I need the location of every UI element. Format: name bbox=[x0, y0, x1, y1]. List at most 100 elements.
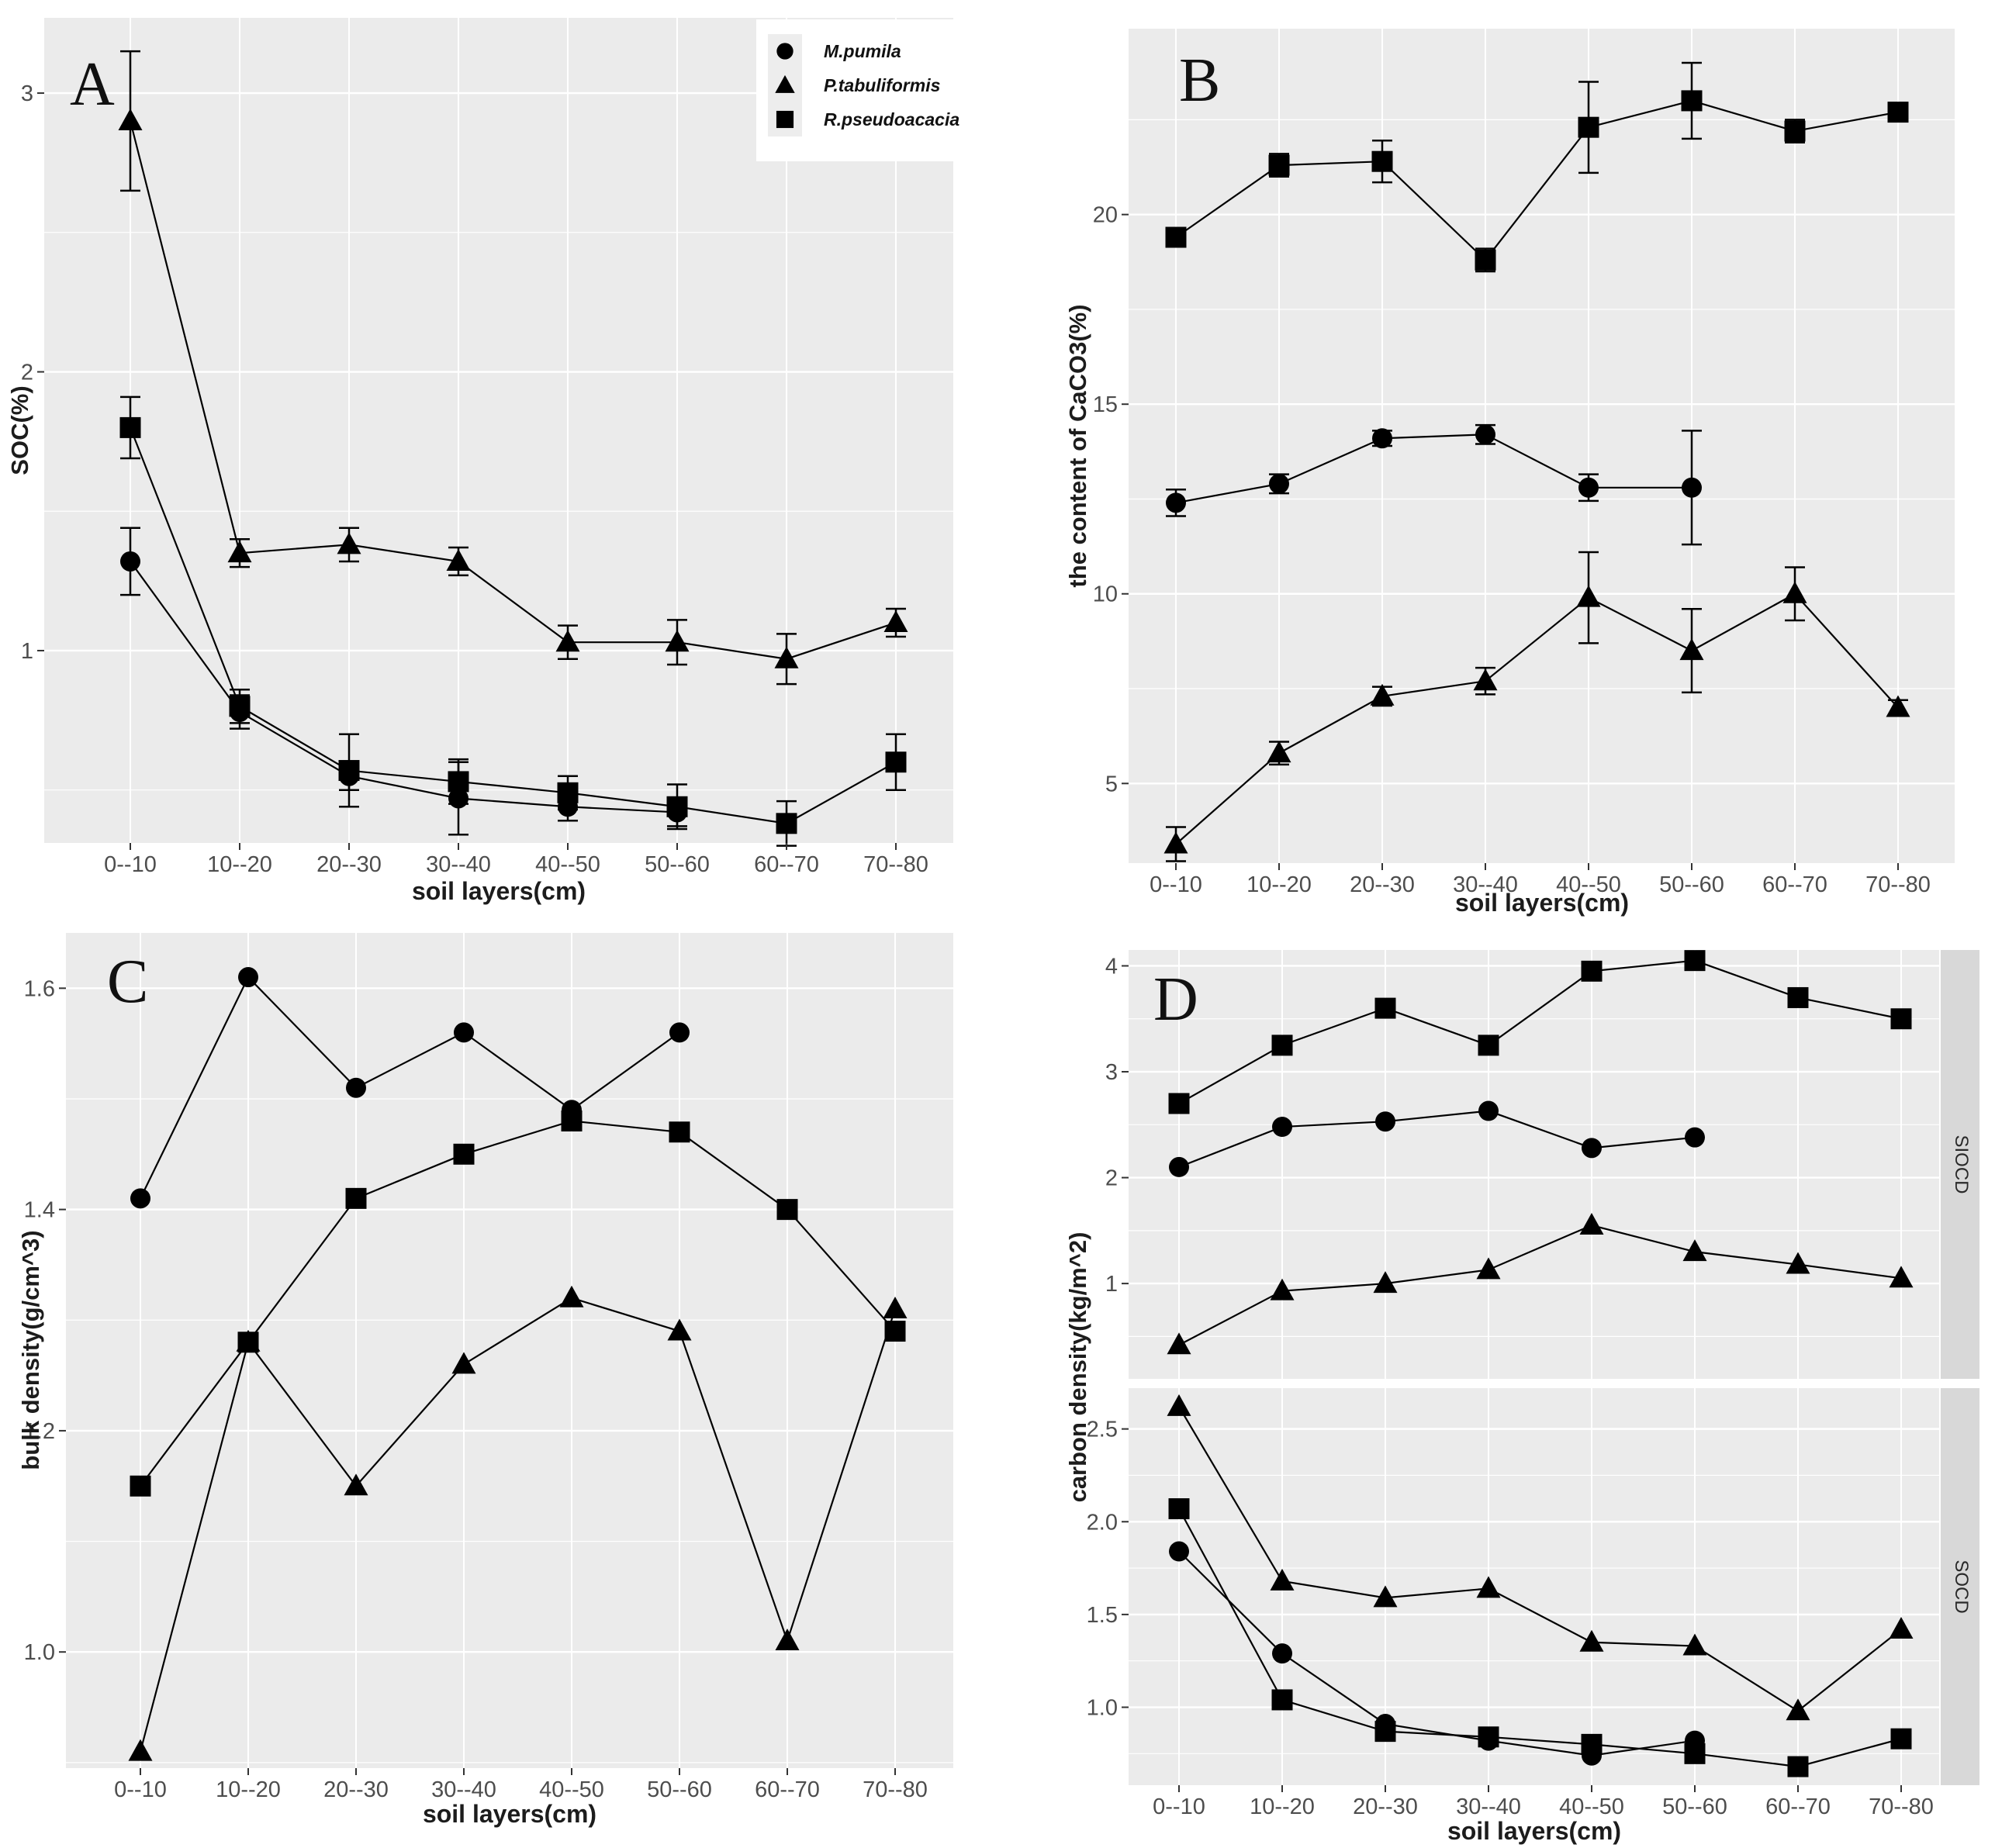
panel-a-x-tick-label: 60--70 bbox=[754, 852, 819, 877]
panel-d-y-tick-label: 2.0 bbox=[1087, 1510, 1118, 1535]
panel-a-x-tick-label: 0--10 bbox=[104, 852, 157, 877]
panel-a-series-p-tabuliformis-marker bbox=[446, 548, 471, 571]
panel-c-series-r-pseudoacacia-marker bbox=[561, 1111, 583, 1132]
legend-item-label: R.pseudoacacia bbox=[824, 109, 959, 130]
panel-c-series-p-tabuliformis-marker bbox=[344, 1473, 368, 1496]
panel-a-series-r-pseudoacacia-marker bbox=[666, 796, 688, 817]
legend-circle-marker-icon bbox=[776, 43, 794, 60]
legend-triangle-marker-icon bbox=[775, 74, 795, 93]
panel-d-x-tick-label: 10--20 bbox=[1250, 1794, 1315, 1819]
panel-c-series-m-pumila-marker bbox=[669, 1022, 690, 1043]
panel-b-series-r-pseudoacacia-marker bbox=[1887, 102, 1909, 123]
panel-c-series-p-tabuliformis-marker bbox=[883, 1297, 908, 1319]
panel-d-series-r-pseudoacacia-marker bbox=[1787, 986, 1809, 1008]
panel-b-series-r-pseudoacacia-marker bbox=[1475, 249, 1496, 271]
panel-b-series-p-tabuliformis-marker bbox=[1679, 638, 1704, 661]
panel-d-letter: D bbox=[1153, 965, 1198, 1034]
panel-c-series-p-tabuliformis-line bbox=[139, 1297, 897, 1752]
panel-d-series-p-tabuliformis-marker bbox=[1270, 1278, 1295, 1301]
panel-c-plot-area bbox=[66, 933, 953, 1768]
panel-c-x-tick-label: 20--30 bbox=[323, 1777, 389, 1802]
legend-square-marker-icon bbox=[776, 110, 794, 129]
panel-a-series-r-pseudoacacia-marker bbox=[229, 696, 251, 717]
panel-d-x-tick-label: 0--10 bbox=[1153, 1794, 1205, 1819]
panel-c-x-tick-label: 10--20 bbox=[216, 1777, 281, 1802]
panel-a-series-m-pumila-line bbox=[130, 561, 678, 813]
panel-d-x-tick-label: 70--80 bbox=[1869, 1794, 1934, 1819]
panel-d-facet-strip bbox=[1941, 950, 1979, 1379]
panel-d-series-p-tabuliformis-marker bbox=[1167, 1394, 1191, 1416]
panel-d-series-m-pumila-line bbox=[1178, 1550, 1696, 1756]
panel-d-facet-strip bbox=[1941, 1388, 1979, 1785]
panel-b-y-tick-label: 20 bbox=[1093, 203, 1118, 228]
panel-d-series-p-tabuliformis-marker bbox=[1373, 1585, 1398, 1608]
panel-b-series-p-tabuliformis-marker bbox=[1886, 695, 1910, 717]
panel-c-y-axis-title: bulk density(g/cm^3) bbox=[17, 1230, 44, 1470]
panel-d-series-m-pumila-marker bbox=[1685, 1127, 1705, 1148]
panel-d-x-tick-label: 60--70 bbox=[1765, 1794, 1831, 1819]
panel-d-plot-area bbox=[1129, 1388, 1939, 1785]
panel-a-x-axis-title: soil layers(cm) bbox=[412, 877, 586, 905]
panel-d-series-r-pseudoacacia-marker bbox=[1684, 950, 1706, 972]
panel-b-x-axis-title: soil layers(cm) bbox=[1455, 889, 1629, 917]
panel-d-plot-area bbox=[1129, 950, 1939, 1379]
panel-a-y-tick-label: 1 bbox=[21, 639, 33, 664]
panel-b-series-m-pumila-marker bbox=[1372, 428, 1392, 449]
panel-d-series-r-pseudoacacia-marker bbox=[1374, 997, 1396, 1019]
panel-d-y-tick-label: 3 bbox=[1105, 1060, 1118, 1085]
panel-d-series-r-pseudoacacia-marker bbox=[1478, 1035, 1499, 1056]
panel-a-series-r-pseudoacacia-marker bbox=[119, 416, 141, 438]
panel-b-series-m-pumila-line bbox=[1175, 434, 1692, 504]
panel-d-series-m-pumila-marker bbox=[1169, 1156, 1189, 1177]
panel-c-x-tick-label: 30--40 bbox=[431, 1777, 496, 1802]
panel-c-series-r-pseudoacacia-marker bbox=[776, 1199, 798, 1221]
panel-b-series-r-pseudoacacia-marker bbox=[1371, 150, 1393, 172]
panel-b-y-tick-label: 15 bbox=[1093, 392, 1118, 417]
panel-d-series-p-tabuliformis-marker bbox=[1270, 1568, 1295, 1591]
panel-d-y-axis-title: carbon density(kg/m^2) bbox=[1064, 1232, 1091, 1503]
panel-d-x-axis-title: soil layers(cm) bbox=[1447, 1817, 1621, 1845]
panel-b-x-tick-label: 40--50 bbox=[1556, 872, 1621, 897]
panel-d-series-p-tabuliformis-marker bbox=[1579, 1213, 1604, 1235]
panel-d-series-r-pseudoacacia-marker bbox=[1168, 1093, 1190, 1114]
panel-a-x-tick-label: 40--50 bbox=[535, 852, 600, 877]
panel-d-series-r-pseudoacacia-marker bbox=[1581, 1733, 1603, 1755]
panel-a-x-tick-label: 50--60 bbox=[645, 852, 710, 877]
panel-c-series-m-pumila-marker bbox=[346, 1077, 366, 1098]
panel-b-series-p-tabuliformis-marker bbox=[1473, 668, 1498, 691]
panel-c-x-tick-label: 70--80 bbox=[863, 1777, 928, 1802]
panel-d-series-p-tabuliformis-marker bbox=[1786, 1252, 1810, 1274]
panel-b-series-m-pumila-marker bbox=[1475, 424, 1495, 445]
panel-a-series-p-tabuliformis-line bbox=[129, 120, 897, 660]
panel-d-series-p-tabuliformis-marker bbox=[1786, 1698, 1810, 1721]
panel-b-y-tick-label: 5 bbox=[1105, 772, 1118, 796]
panel-b-series-p-tabuliformis-marker bbox=[1576, 585, 1601, 607]
panel-d-series-r-pseudoacacia-marker bbox=[1890, 1008, 1912, 1030]
panel-b-plot-area bbox=[1129, 29, 1955, 863]
panel-c-y-tick-label: 1.6 bbox=[24, 976, 55, 1001]
panel-b-series-r-pseudoacacia-line bbox=[1175, 99, 1899, 261]
panel-b-x-tick-label: 0--10 bbox=[1150, 872, 1202, 897]
panel-d-x-tick-label: 20--30 bbox=[1353, 1794, 1418, 1819]
panel-d-facet-strip-label: SOCD bbox=[1951, 1560, 1972, 1613]
panel-d-series-p-tabuliformis-marker bbox=[1889, 1617, 1914, 1639]
panel-b-series-r-pseudoacacia-marker bbox=[1784, 120, 1806, 142]
panel-d-series-r-pseudoacacia-marker bbox=[1684, 1743, 1706, 1764]
panel-d-series-p-tabuliformis-marker bbox=[1476, 1576, 1501, 1598]
panel-d-series-r-pseudoacacia-marker bbox=[1168, 1498, 1190, 1520]
panel-b-y-axis-title: the content of CaCO3(%) bbox=[1064, 304, 1091, 587]
panel-d-series-r-pseudoacacia-marker bbox=[1271, 1689, 1293, 1711]
panel-a-y-tick-label: 3 bbox=[21, 81, 33, 106]
panel-b-series-m-pumila-marker bbox=[1578, 477, 1599, 498]
panel-c-y-tick-label: 1.2 bbox=[24, 1419, 55, 1444]
panel-b-series-r-pseudoacacia-marker bbox=[1681, 90, 1703, 112]
panel-d-x-tick-label: 50--60 bbox=[1662, 1794, 1727, 1819]
panel-d-series-r-pseudoacacia-marker bbox=[1271, 1035, 1293, 1056]
panel-a-x-tick-label: 20--30 bbox=[316, 852, 382, 877]
panel-c-series-r-pseudoacacia-marker bbox=[884, 1321, 906, 1342]
panel-b-y-tick-label: 10 bbox=[1093, 582, 1118, 607]
panel-a-series-p-tabuliformis-marker bbox=[774, 646, 799, 668]
panel-a-series-r-pseudoacacia-marker bbox=[557, 782, 579, 803]
panel-c-series-m-pumila-marker bbox=[238, 967, 258, 988]
